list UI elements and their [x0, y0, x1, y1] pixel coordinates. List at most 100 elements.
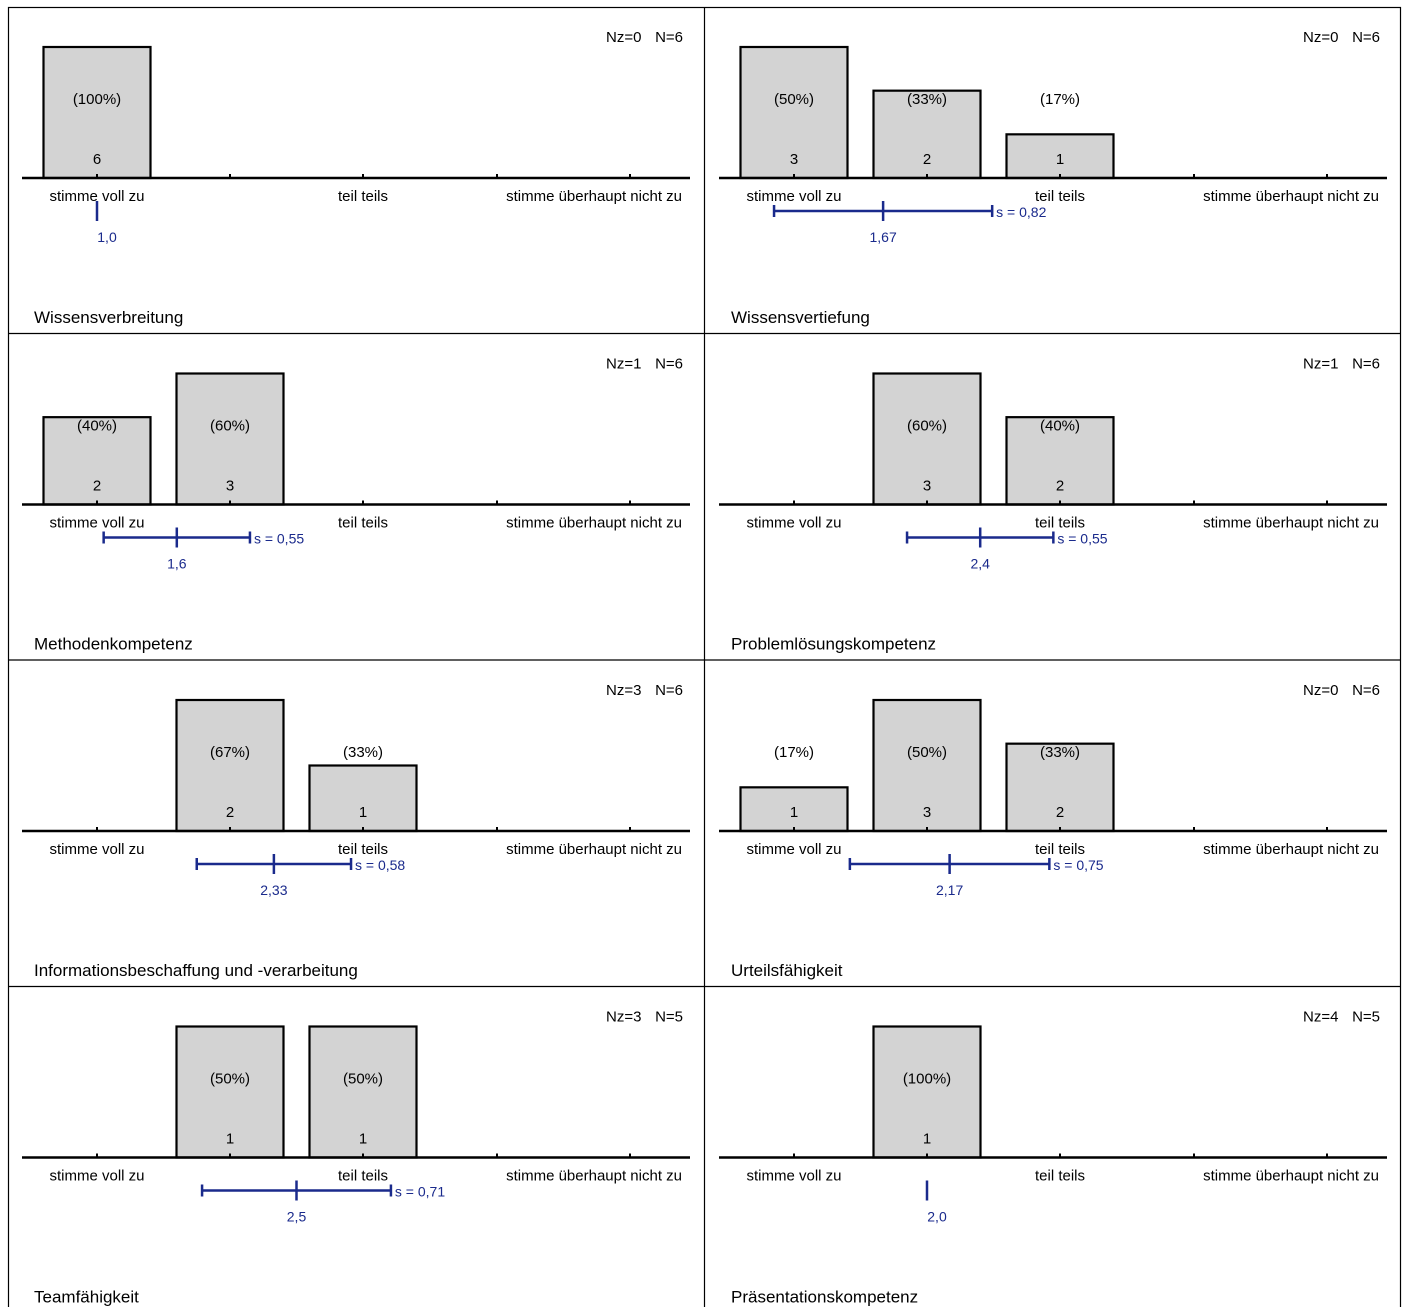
percent-label: (100%): [903, 1071, 951, 1088]
tick-label: stimme überhaupt nicht zu: [1203, 1168, 1379, 1185]
bar: [1005, 133, 1115, 180]
tick-label: stimme voll zu: [49, 1168, 144, 1185]
mean-label: 2,0: [927, 1209, 947, 1225]
percent-label: (60%): [210, 418, 250, 435]
chart-panel: 2 (40%) 3 (60%) stimme voll zu teil teils stim…: [22, 356, 690, 654]
n-label: N=5: [655, 1009, 683, 1026]
tick-label: stimme voll zu: [746, 188, 841, 205]
mean-label: 2,17: [936, 882, 963, 898]
nz-label: Nz=1: [606, 356, 641, 373]
n-label: N=6: [1352, 29, 1380, 46]
count-label: 3: [790, 151, 798, 168]
mean-label: 1,6: [167, 556, 187, 572]
percent-label: (33%): [907, 91, 947, 108]
chart-panel: 3 (50%) 2 (33%) 1 (17%) stimme voll zu teil tei…: [719, 29, 1387, 327]
bar: [739, 45, 849, 180]
bar: [872, 89, 982, 180]
bar: [42, 45, 152, 180]
tick-label: stimme überhaupt nicht zu: [506, 515, 682, 532]
nz-label: Nz=3: [606, 1009, 641, 1026]
percent-label: (100%): [73, 91, 121, 108]
chart-panel: 1 (17%) 3 (50%) 2 (33%) stimme voll zu teil tei…: [719, 682, 1387, 980]
n-label: N=6: [655, 29, 683, 46]
nz-label: Nz=3: [606, 682, 641, 699]
count-label: 2: [1056, 478, 1064, 495]
tick-label: stimme voll zu: [746, 841, 841, 858]
count-label: 2: [93, 478, 101, 495]
chart-title: Wissensvertiefung: [731, 308, 870, 327]
chart-title: Präsentationskompetenz: [731, 1288, 918, 1307]
tick-label: stimme überhaupt nicht zu: [506, 188, 682, 205]
mean-label: 1,67: [869, 229, 896, 245]
percent-label: (67%): [210, 744, 250, 761]
chart-title: Informationsbeschaffung und -verarbeitun…: [34, 961, 358, 980]
tick-label: teil teils: [338, 1168, 388, 1185]
mean-label: 1,0: [97, 229, 117, 245]
n-label: N=5: [1352, 1009, 1380, 1026]
sd-label: s = 0,55: [1057, 531, 1107, 547]
count-label: 1: [226, 1131, 234, 1148]
tick-label: stimme überhaupt nicht zu: [1203, 515, 1379, 532]
chart-title: Urteilsfähigkeit: [731, 961, 843, 980]
tick-label: stimme voll zu: [49, 188, 144, 205]
count-label: 6: [93, 151, 101, 168]
chart-panel: 6 (100%) stimme voll zu teil teils stimme üb…: [22, 29, 690, 327]
count-label: 3: [923, 478, 931, 495]
tick-label: stimme voll zu: [49, 841, 144, 858]
percent-label: (33%): [1040, 744, 1080, 761]
percent-label: (60%): [907, 418, 947, 435]
bar: [308, 764, 418, 833]
tick-label: teil teils: [1035, 188, 1085, 205]
mean-label: 2,5: [287, 1209, 307, 1225]
count-label: 1: [790, 804, 798, 821]
sd-label: s = 0,71: [395, 1184, 445, 1200]
tick-label: teil teils: [1035, 515, 1085, 532]
tick-label: stimme überhaupt nicht zu: [1203, 841, 1379, 858]
sd-label: s = 0,75: [1053, 857, 1103, 873]
bar: [308, 1025, 418, 1159]
percent-label: (50%): [774, 91, 814, 108]
tick-label: stimme überhaupt nicht zu: [506, 841, 682, 858]
bar: [175, 372, 285, 506]
nz-label: Nz=1: [1303, 356, 1338, 373]
chart-panel: 1 (50%) 1 (50%) stimme voll zu teil teils stim…: [22, 1009, 690, 1307]
count-label: 1: [359, 804, 367, 821]
tick-label: stimme überhaupt nicht zu: [506, 1168, 682, 1185]
percent-label: (40%): [1040, 418, 1080, 435]
nz-label: Nz=0: [1303, 682, 1338, 699]
nz-label: Nz=4: [1303, 1009, 1338, 1026]
percent-label: (17%): [774, 744, 814, 761]
count-label: 1: [359, 1131, 367, 1148]
mean-label: 2,4: [970, 556, 990, 572]
chart-title: Problemlösungskompetenz: [731, 635, 936, 654]
count-label: 1: [1056, 151, 1064, 168]
sd-label: s = 0,58: [355, 857, 405, 873]
count-label: 2: [1056, 804, 1064, 821]
chart-title: Methodenkompetenz: [34, 635, 193, 654]
percent-label: (33%): [343, 744, 383, 761]
bar: [175, 1025, 285, 1159]
bar: [1005, 742, 1115, 833]
sd-label: s = 0,82: [996, 204, 1046, 220]
bar: [175, 698, 285, 833]
bar: [872, 698, 982, 833]
count-label: 3: [923, 804, 931, 821]
tick-label: stimme überhaupt nicht zu: [1203, 188, 1379, 205]
count-label: 1: [923, 1131, 931, 1148]
tick-label: stimme voll zu: [746, 1168, 841, 1185]
n-label: N=6: [1352, 682, 1380, 699]
count-label: 3: [226, 478, 234, 495]
n-label: N=6: [1352, 356, 1380, 373]
bar: [872, 372, 982, 506]
tick-label: teil teils: [1035, 841, 1085, 858]
chart-title: Wissensverbreitung: [34, 308, 183, 327]
chart-panel: 1 (100%) stimme voll zu teil teils stimme üb…: [719, 1009, 1387, 1307]
tick-label: teil teils: [338, 841, 388, 858]
mean-label: 2,33: [260, 882, 287, 898]
tick-label: teil teils: [1035, 1168, 1085, 1185]
bar: [739, 786, 849, 833]
chart-title: Teamfähigkeit: [34, 1288, 139, 1307]
tick-label: teil teils: [338, 188, 388, 205]
chart-panel: 3 (60%) 2 (40%) stimme voll zu teil teils stim…: [719, 356, 1387, 654]
